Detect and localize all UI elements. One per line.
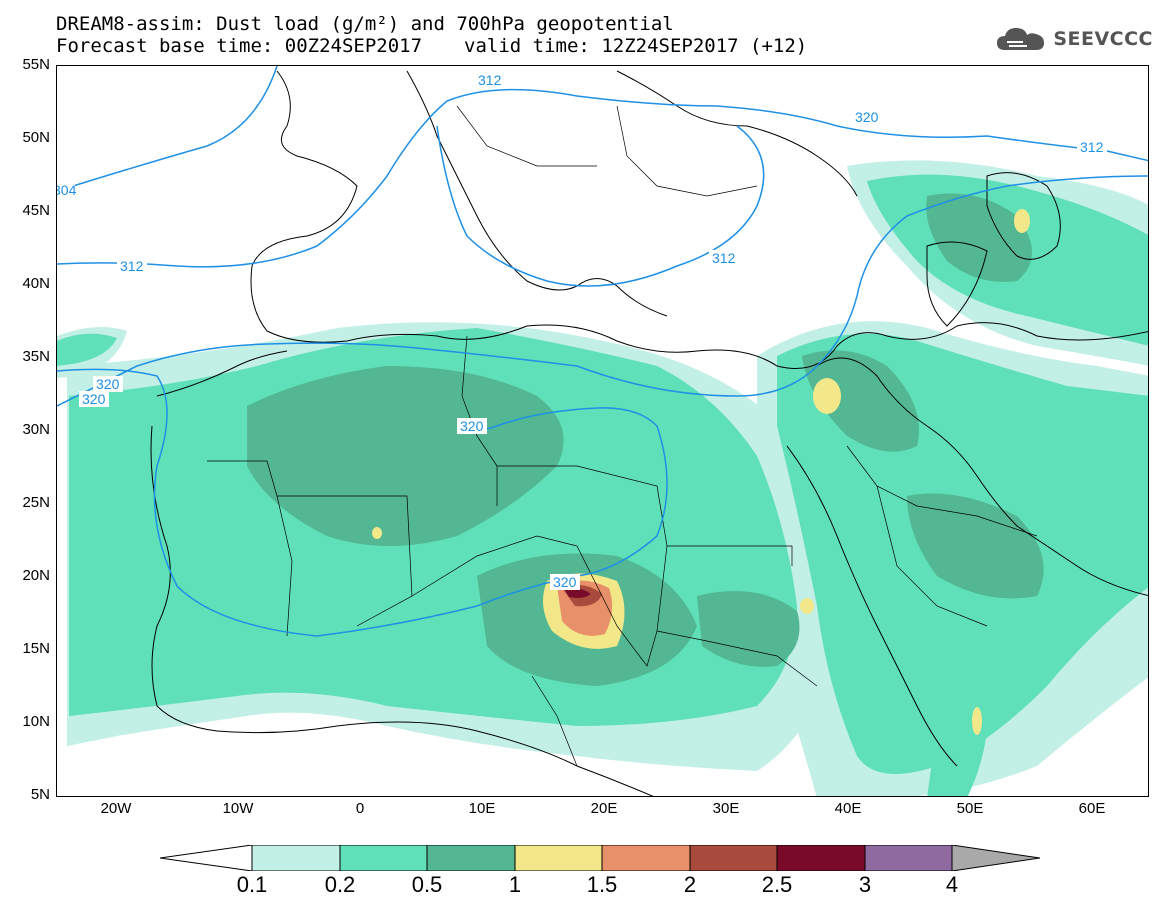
map-subtitle: Forecast base time: 00Z24SEP2017 valid ti… [56,36,807,56]
valid-time: valid time: 12Z24SEP2017 (+12) [464,35,808,57]
contour-label-312-ne: 312 [1080,139,1104,155]
colorbar-label-1.5: 1.5 [586,872,618,897]
lat-label-10n: 10N [22,713,50,730]
contour-label-304-west: 304 [57,182,77,198]
colorbar-segment-7 [864,845,953,871]
geopotential-contours [57,66,1148,637]
contour-label-320-atlantic-b: 320 [82,391,106,407]
contour-label-320-chad: 320 [553,574,577,590]
logo-text: SEEVCCC [1053,28,1153,50]
dust-layer-peak [372,209,1030,735]
base-time: Forecast base time: 00Z24SEP2017 [56,35,423,57]
lat-label-20n: 20N [22,567,50,584]
contour-label-320-sahara: 320 [460,418,484,434]
coastlines [150,70,1148,796]
colorbar-min-arrow [160,845,253,871]
colorbar-label-0.2: 0.2 [324,872,356,897]
lat-label-40n: 40N [22,275,50,292]
lon-label-30e: 30E [712,800,740,817]
contour-label-312-north: 312 [478,72,502,88]
lon-label-20e: 20E [590,800,618,817]
lon-label-60e: 60E [1078,800,1106,817]
lon-label-40e: 40E [834,800,862,817]
colorbar-segment-5 [689,845,778,871]
lat-label-45n: 45N [22,202,50,219]
contour-label-312-balkans: 312 [712,250,736,266]
colorbar-label-2.5: 2.5 [761,872,793,897]
lat-label-25n: 25N [22,494,50,511]
lat-label-15n: 15N [22,640,50,657]
contour-labels: 312 320 312 304 312 312 320 320 320 320 [57,72,1107,590]
lat-label-5n: 5N [30,786,50,803]
lon-label-50e: 50E [956,800,984,817]
colorbar-label-4: 4 [945,872,959,897]
colorbar-segment-4 [601,845,691,871]
lon-label-10w: 10W [222,800,254,817]
dust-layer-high [247,193,1044,686]
map-title: DREAM8-assim: Dust load (g/m²) and 700hP… [56,13,674,35]
contour-label-320-east: 320 [855,109,879,125]
lat-label-30n: 30N [22,421,50,438]
map-panel[interactable]: 312 320 312 304 312 312 320 320 320 320 [56,65,1149,797]
colorbar-segment-0 [251,845,341,871]
colorbar-segment-3 [514,845,603,871]
colorbar-label-2: 2 [683,872,697,897]
lon-label-10e: 10E [468,800,496,817]
seevccc-logo: SEEVCCC [995,24,1153,54]
lat-label-50n: 50N [22,129,50,146]
colorbar-segment-2 [426,845,516,871]
colorbar-max-arrow [951,845,1040,871]
contour-label-320-atlantic-a: 320 [96,376,120,392]
colorbar-label-0.1: 0.1 [236,872,268,897]
colorbar-label-0.5: 0.5 [411,872,443,897]
lon-label-0: 0 [355,800,365,817]
colorbar-segment-1 [339,845,428,871]
colorbar-segment-6 [776,845,866,871]
lat-label-55n: 55N [22,56,50,73]
contour-label-312-west: 312 [120,258,144,274]
colorbar-label-3: 3 [858,872,872,897]
cloud-logo-icon [997,28,1045,50]
dust-map[interactable]: 312 320 312 304 312 312 320 320 320 320 [57,66,1149,797]
colorbar-label-1: 1 [508,872,522,897]
dust-colorbar [160,845,1040,871]
lat-label-35n: 35N [22,348,50,365]
country-borders [207,105,1038,767]
lon-label-20w: 20W [100,800,132,817]
